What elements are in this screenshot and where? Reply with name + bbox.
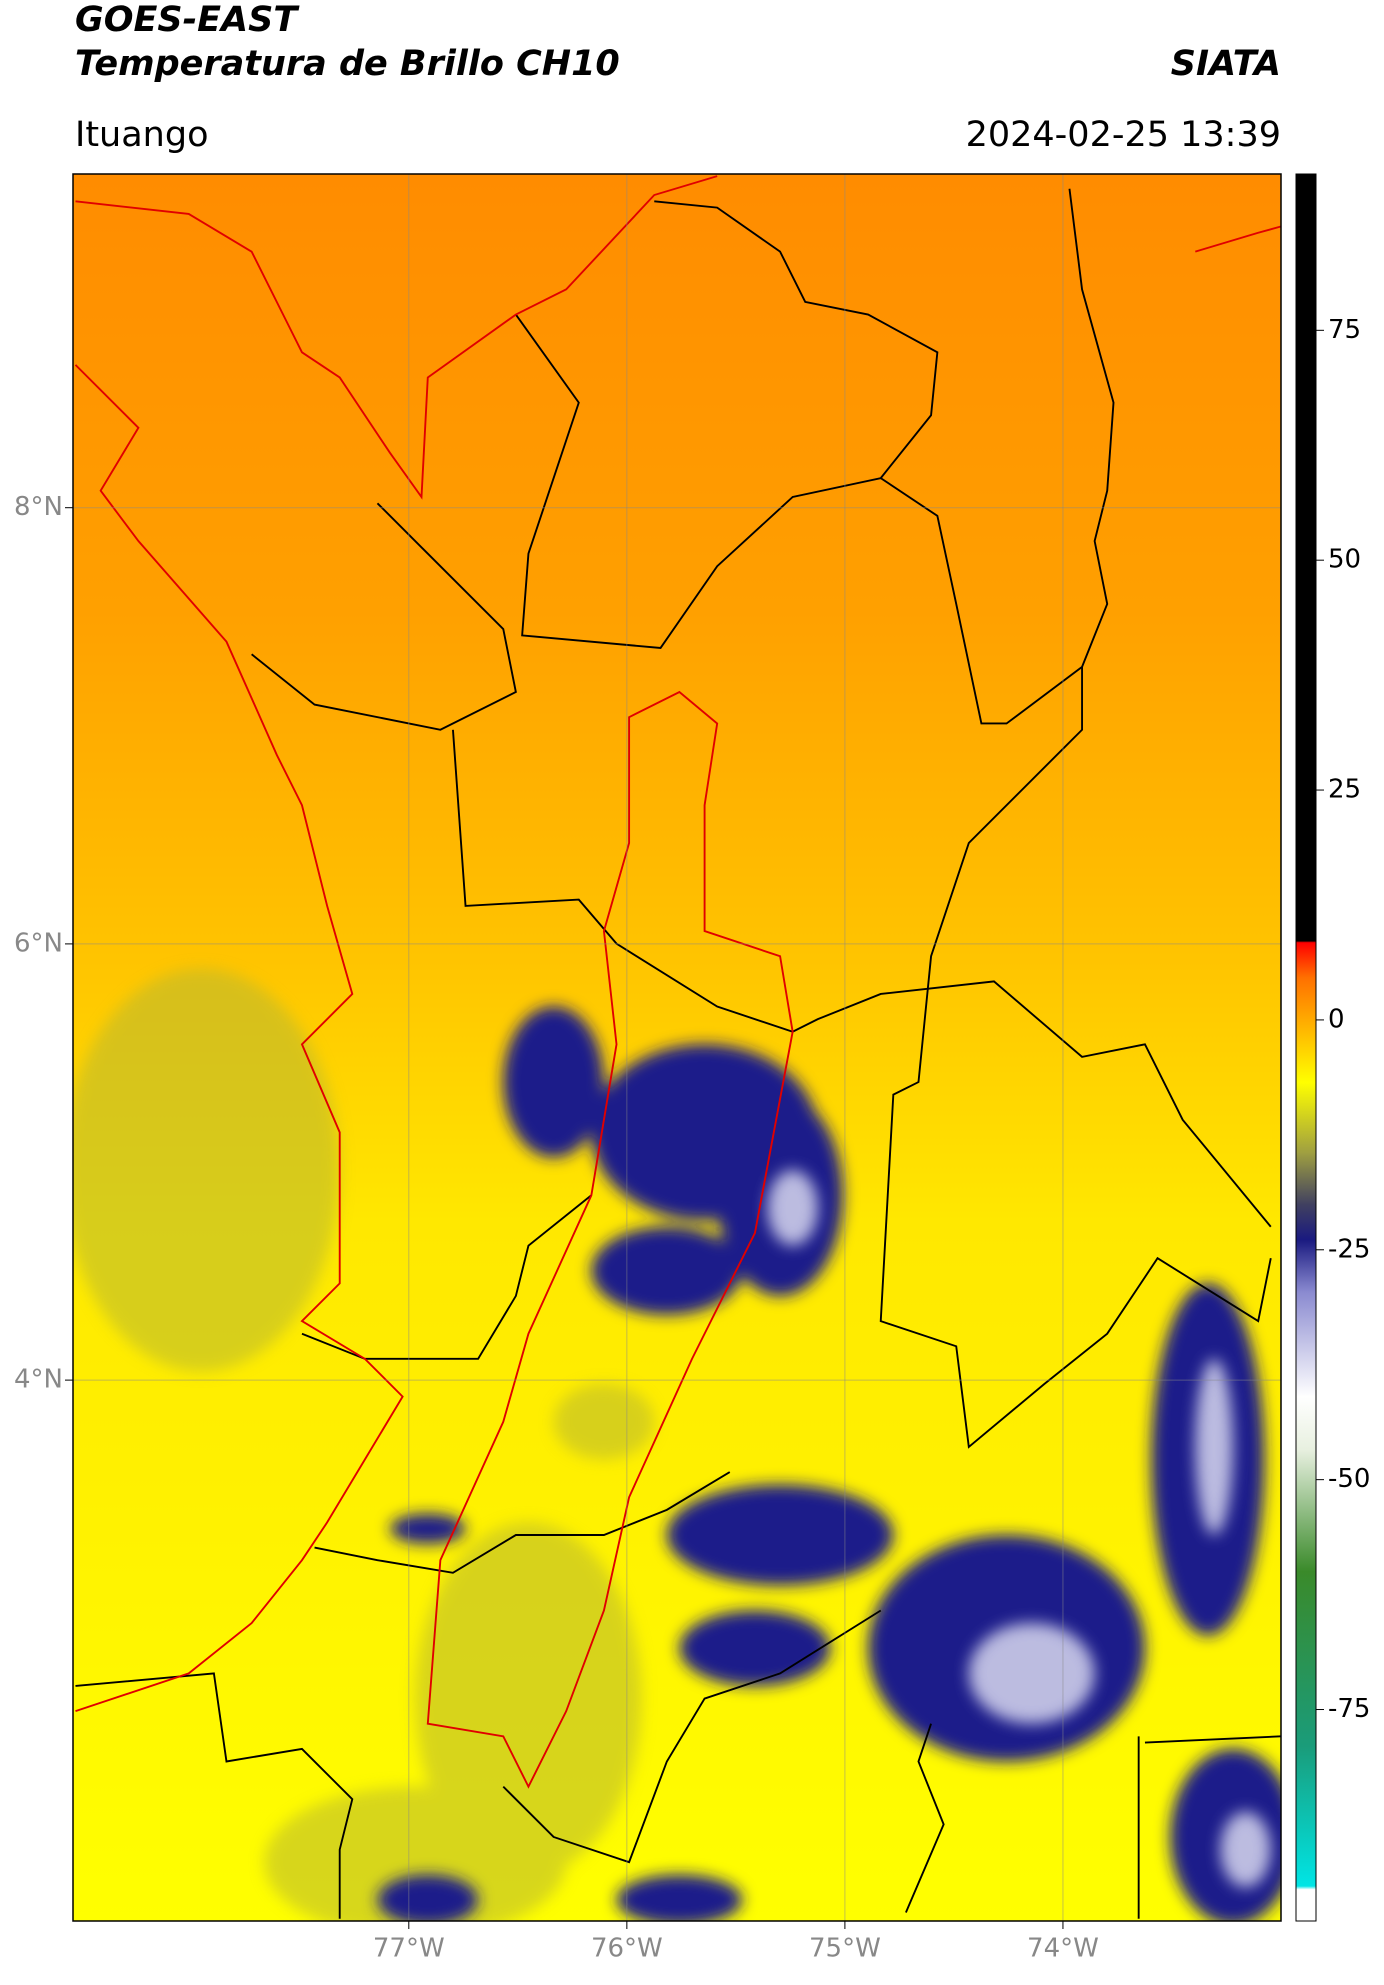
lon-tick-label: 74°W	[1027, 1934, 1099, 1964]
lat-tick-label: 8°N	[14, 492, 63, 522]
colorbar-tick-label: -25	[1328, 1234, 1370, 1264]
title: GOES-EAST	[75, 0, 300, 40]
lon-tick-label: 75°W	[809, 1934, 881, 1964]
place: Ituango	[75, 115, 209, 155]
colorbar-tick-label: 50	[1328, 545, 1361, 575]
colorbar-tick-label: 0	[1328, 1004, 1345, 1034]
map-image	[73, 174, 1281, 1921]
colorbar-tick-label: 75	[1328, 315, 1361, 345]
colorbar-tick-label: -75	[1328, 1694, 1370, 1724]
axis-ticks: 8°N 6°N 4°N 77°W 76°W 75°W 74°W 75 50 25 0 -25 -50 -7…	[14, 174, 1370, 1964]
colorbar-tick-label: 25	[1328, 775, 1361, 805]
subtitle: Temperatura de Brillo CH10	[75, 44, 620, 84]
lon-tick-label: 76°W	[591, 1934, 663, 1964]
lat-tick-label: 4°N	[14, 1365, 63, 1395]
lat-tick-label: 6°N	[14, 928, 63, 958]
map-frame	[72, 173, 1282, 1922]
datetime: 2024-02-25 13:39	[966, 115, 1281, 155]
brand: SIATA	[1171, 44, 1281, 84]
colorbar	[1295, 173, 1317, 1922]
colorbar-tick-label: -50	[1328, 1464, 1370, 1494]
lon-tick-label: 77°W	[373, 1934, 445, 1964]
